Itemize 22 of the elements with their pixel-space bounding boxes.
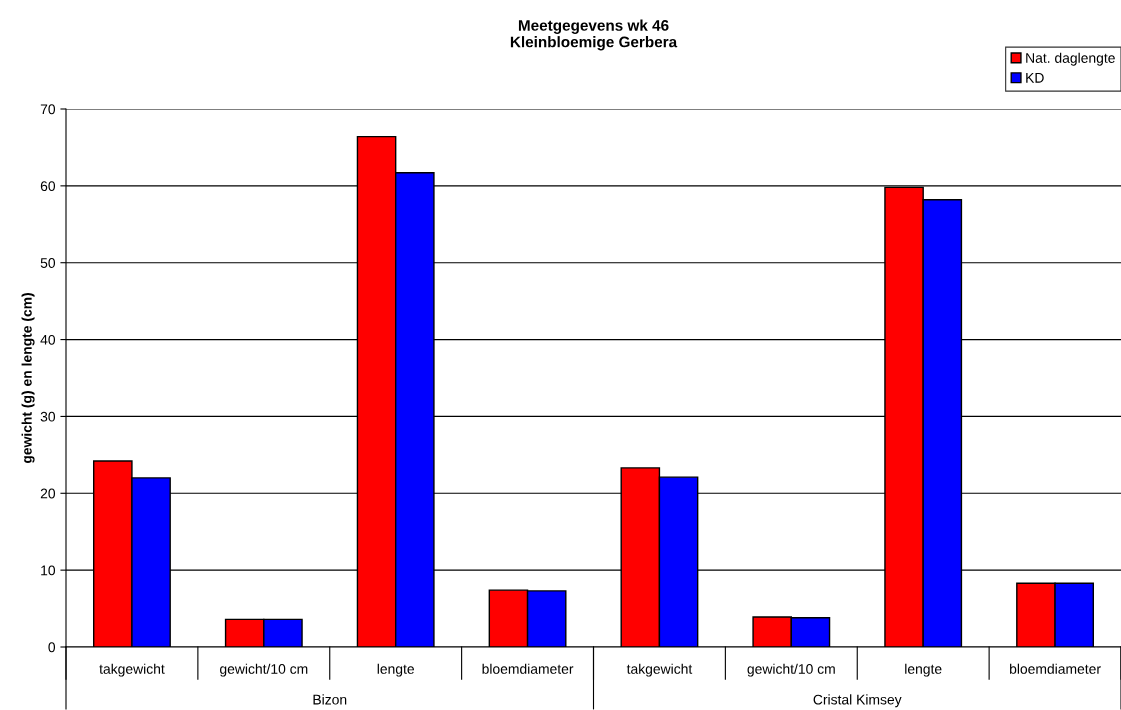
x-tick-label: gewicht/10 cm xyxy=(747,663,835,677)
y-tick-label: 30 xyxy=(40,411,56,422)
x-tick-label: bloemdiameter xyxy=(482,663,574,674)
legend-label: Nat. daglengte xyxy=(1026,52,1115,66)
x-tick-label: bloemdiameter xyxy=(1010,663,1101,674)
x-tick-label: lengte xyxy=(377,663,414,677)
y-tick-label: 70 xyxy=(40,104,56,115)
chart-title: Meetgegevens wk 46 Kleinbloemige Gerbera xyxy=(510,19,678,51)
y-tick-label: 60 xyxy=(40,181,56,192)
x-tick-label: lengte xyxy=(905,663,942,677)
text: Bizon xyxy=(313,694,347,705)
text: Cristal Kimsey xyxy=(813,694,902,708)
y-tick-label: 0 xyxy=(48,642,56,653)
x-tick-label: takgewicht xyxy=(99,663,165,677)
legend-label: KD xyxy=(1026,73,1044,83)
y-tick-label: 50 xyxy=(40,258,56,268)
x-tick-label: takgewicht xyxy=(626,663,693,677)
x-tick-label: gewicht/10 cm xyxy=(220,663,308,677)
y-axis-title: gewicht (g) en lengte (cm) xyxy=(21,293,35,464)
y-tick-label: 10 xyxy=(41,565,56,576)
y-tick-label: 40 xyxy=(40,334,56,345)
y-tick-label: 20 xyxy=(40,488,56,499)
